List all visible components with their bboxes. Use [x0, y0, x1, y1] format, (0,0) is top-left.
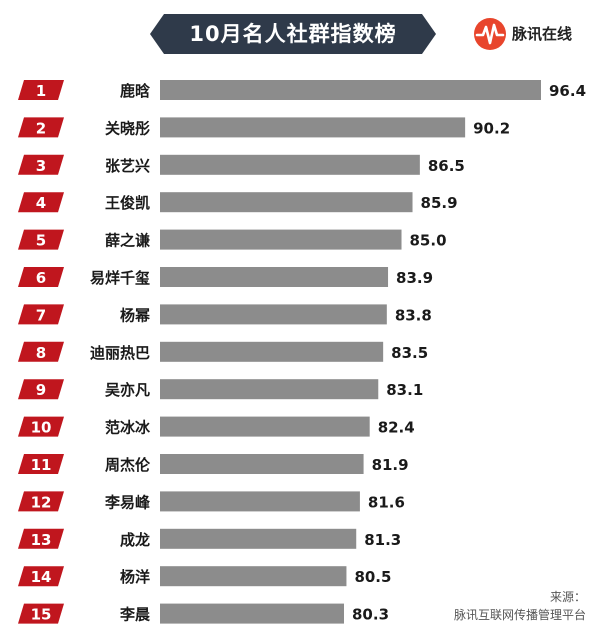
value-label: 80.3: [352, 606, 389, 624]
rank-number: 7: [36, 306, 46, 324]
rank-number: 11: [31, 456, 52, 474]
value-label: 80.5: [354, 568, 391, 586]
rank-badge: [18, 229, 64, 250]
rank-badge: [18, 154, 64, 175]
rank-number: 12: [31, 493, 52, 511]
value-label: 85.0: [410, 232, 447, 250]
rank-number: 10: [31, 419, 52, 437]
rank-number: 13: [31, 531, 52, 549]
rank-number: 15: [31, 606, 52, 624]
rank-badge: [18, 379, 64, 400]
rank-badge: [18, 117, 64, 138]
bar: [160, 528, 357, 549]
rank-number: 3: [36, 157, 46, 175]
title-banner: 10月名人社群指数榜: [150, 14, 436, 54]
source-text: 脉讯互联网传播管理平台: [453, 608, 586, 622]
brand-name: 脉讯在线: [512, 25, 573, 43]
bar: [160, 379, 379, 400]
bar: [160, 304, 387, 325]
category-label: 易烊千玺: [90, 269, 150, 287]
value-label: 83.1: [386, 381, 423, 399]
rank-number: 14: [31, 568, 52, 586]
bar: [160, 192, 413, 213]
category-label: 迪丽热巴: [90, 344, 150, 362]
title-banner-shape: [150, 14, 436, 54]
bar: [160, 154, 420, 175]
rank-badge: [18, 80, 64, 100]
rank-badge: [18, 528, 64, 549]
value-label: 85.9: [421, 194, 458, 212]
value-label: 96.4: [549, 82, 586, 100]
rank-badge: [18, 454, 64, 474]
source-note: 来源： 脉讯互联网传播管理平台: [454, 588, 586, 624]
value-label: 81.6: [368, 493, 405, 511]
rank-number: 5: [36, 232, 46, 250]
category-label: 李易峰: [104, 493, 151, 511]
category-label: 范冰冰: [105, 419, 151, 437]
value-label: 83.8: [395, 306, 432, 324]
bar: [160, 454, 364, 474]
value-label: 81.9: [372, 456, 409, 474]
rank-badge: [18, 192, 64, 213]
category-label: 薛之谦: [105, 232, 150, 250]
value-label: 83.5: [391, 344, 428, 362]
category-label: 李晨: [119, 606, 151, 624]
rank-number: 8: [36, 344, 46, 362]
bar: [160, 229, 402, 250]
bar: [160, 80, 541, 100]
rank-badge: [18, 341, 64, 362]
bar: [160, 566, 347, 587]
value-label: 90.2: [473, 119, 510, 137]
rank-badge: [18, 566, 64, 587]
bar: [160, 341, 384, 362]
category-label: 王俊凯: [105, 194, 150, 212]
rank-number: 9: [36, 381, 46, 399]
value-label: 82.4: [378, 419, 415, 437]
chart-title: 10月名人社群指数榜: [189, 22, 397, 46]
category-label: 杨洋: [120, 568, 150, 586]
pulse-logo-icon: [474, 18, 506, 50]
value-label: 86.5: [428, 157, 465, 175]
category-label: 张艺兴: [105, 157, 150, 175]
category-label: 杨幂: [120, 306, 151, 324]
bar: [160, 267, 389, 287]
rank-number: 2: [36, 119, 46, 137]
rank-badge: [18, 304, 64, 325]
rank-badge: [18, 267, 64, 287]
rank-number: 1: [36, 82, 46, 100]
rank-badge: [18, 416, 64, 437]
rank-number: 4: [36, 194, 46, 212]
category-label: 成龙: [120, 531, 150, 549]
category-label: 关晓彤: [105, 119, 150, 137]
bar: [160, 416, 370, 437]
value-label: 83.9: [396, 269, 433, 287]
rank-number: 6: [36, 269, 46, 287]
bar: [160, 491, 360, 512]
rank-badge: [18, 603, 64, 624]
category-label: 周杰伦: [105, 456, 151, 474]
source-label: 来源：: [549, 590, 586, 604]
category-label: 吴亦凡: [105, 381, 150, 399]
rank-badge: [18, 491, 64, 512]
bar: [160, 117, 466, 138]
bar: [160, 603, 344, 624]
category-label: 鹿晗: [120, 82, 150, 100]
value-label: 81.3: [364, 531, 401, 549]
